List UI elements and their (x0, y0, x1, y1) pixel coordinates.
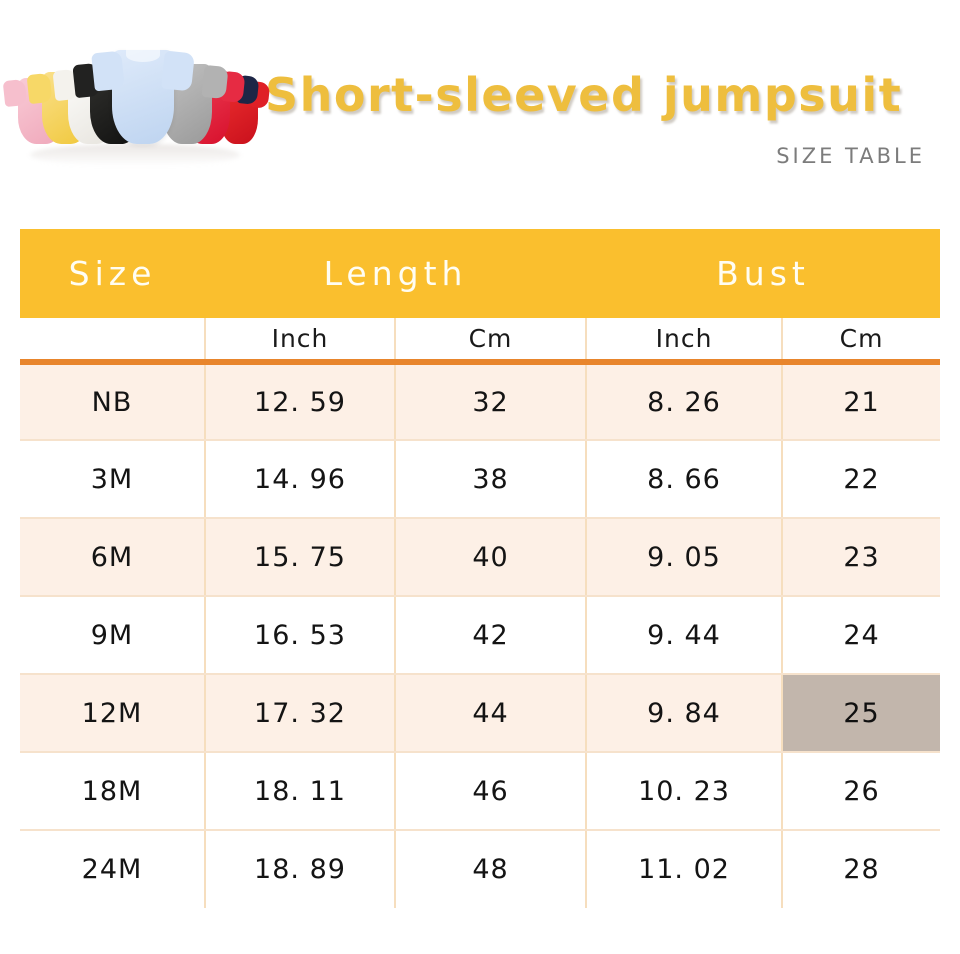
cell-size: 24M (20, 830, 206, 908)
cell-bust-cm: 22 (782, 440, 941, 519)
cell-size: 18M (20, 752, 206, 831)
size-table-body: NB 12. 59 32 8. 26 21 3M 14. 96 38 8. 66 22 6M 15. … (20, 362, 941, 908)
cell-size: 6M (20, 518, 206, 597)
cell-bust-inch: 9. 05 (586, 518, 784, 597)
table-row: 6M 15. 75 40 9. 05 23 (20, 518, 941, 597)
cell-length-inch: 15. 75 (205, 518, 396, 597)
size-table: Size Length Bust Inch Cm Inch Cm NB 12. 5… (20, 229, 941, 908)
table-row: 24M 18. 89 48 11. 02 28 (20, 830, 941, 908)
cell-size: 9M (20, 596, 206, 675)
page-subtitle: SIZE TABLE (776, 144, 925, 168)
cell-length-inch: 12. 59 (205, 362, 396, 441)
title-block: Short-sleeved jumpsuit SIZE TABLE (265, 72, 945, 168)
group-header-row: Size Length Bust (20, 229, 941, 318)
cell-bust-inch: 8. 66 (586, 440, 784, 519)
unit-header-bust-inch: Inch (586, 318, 784, 365)
group-header-size: Size (20, 229, 205, 318)
cell-length-inch: 18. 11 (205, 752, 396, 831)
cell-size: 12M (20, 674, 206, 753)
page-title: Short-sleeved jumpsuit (265, 68, 903, 122)
table-row: NB 12. 59 32 8. 26 21 (20, 362, 941, 441)
cell-bust-inch: 9. 84 (586, 674, 784, 753)
cell-length-cm: 44 (395, 674, 588, 753)
cell-length-cm: 32 (395, 362, 588, 441)
unit-header-length-inch: Inch (205, 318, 396, 365)
cell-length-inch: 14. 96 (205, 440, 396, 519)
cell-length-cm: 48 (395, 830, 588, 908)
cell-bust-inch: 9. 44 (586, 596, 784, 675)
unit-header-row: Inch Cm Inch Cm (20, 318, 941, 365)
cell-length-inch: 18. 89 (205, 830, 396, 908)
unit-header-blank (20, 318, 206, 365)
cell-length-cm: 40 (395, 518, 588, 597)
cell-length-cm: 46 (395, 752, 588, 831)
table-row: 9M 16. 53 42 9. 44 24 (20, 596, 941, 675)
cell-length-cm: 38 (395, 440, 588, 519)
group-header-bust: Bust (586, 229, 941, 318)
product-image-stage (2, 48, 271, 168)
size-table-head: Size Length Bust Inch Cm Inch Cm (20, 229, 941, 365)
cell-length-inch: 17. 32 (205, 674, 396, 753)
cell-bust-inch: 11. 02 (586, 830, 784, 908)
cell-size: NB (20, 362, 206, 441)
page-header: Short-sleeved jumpsuit SIZE TABLE (0, 0, 960, 215)
garment-lightblue (91, 48, 195, 144)
cell-bust-cm: 24 (782, 596, 941, 675)
cell-bust-inch: 10. 23 (586, 752, 784, 831)
size-table-wrapper: Size Length Bust Inch Cm Inch Cm NB 12. 5… (20, 229, 941, 908)
table-row: 12M 17. 32 44 9. 84 25 (20, 674, 941, 753)
cell-bust-inch: 8. 26 (586, 362, 784, 441)
cell-size: 3M (20, 440, 206, 519)
group-header-length: Length (205, 229, 587, 318)
cell-length-cm: 42 (395, 596, 588, 675)
cell-bust-cm: 26 (782, 752, 941, 831)
cell-bust-cm: 28 (782, 830, 941, 908)
cell-bust-cm-highlighted: 25 (782, 674, 941, 753)
table-row: 18M 18. 11 46 10. 23 26 (20, 752, 941, 831)
cell-bust-cm: 23 (782, 518, 941, 597)
product-image-reflection (30, 144, 240, 166)
product-image (2, 48, 271, 168)
cell-length-inch: 16. 53 (205, 596, 396, 675)
unit-header-bust-cm: Cm (782, 318, 941, 365)
cell-bust-cm: 21 (782, 362, 941, 441)
table-row: 3M 14. 96 38 8. 66 22 (20, 440, 941, 519)
unit-header-length-cm: Cm (395, 318, 588, 365)
